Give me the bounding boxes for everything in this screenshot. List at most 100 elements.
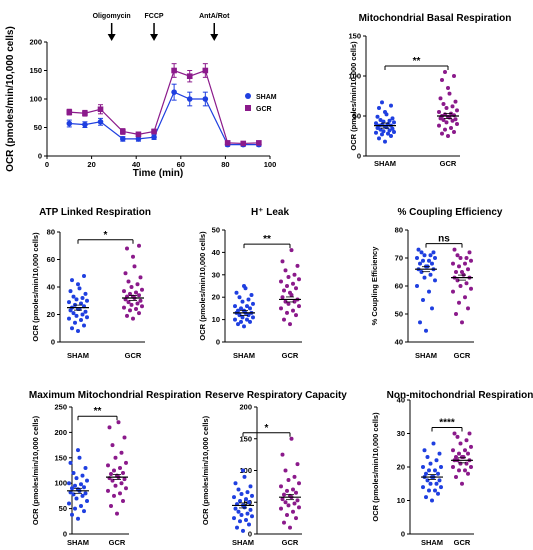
data-point-sham [234, 290, 239, 295]
category-label: GCR [125, 351, 142, 360]
data-point-gcr [441, 102, 446, 106]
data-point-sham [427, 488, 431, 493]
y-tick-label: 200 [54, 428, 67, 437]
data-point-gcr [449, 126, 453, 130]
data-point-sham [245, 304, 249, 309]
data-point-gcr [140, 304, 144, 309]
data-point-sham [242, 284, 246, 288]
data-point-sham [427, 468, 431, 473]
data-point-gcr [106, 488, 110, 493]
y-tick-label: 80 [47, 228, 55, 237]
data-point-gcr [455, 253, 460, 258]
data-point-gcr [443, 127, 447, 132]
data-point-sham [85, 478, 89, 483]
data-point-sham [418, 320, 422, 325]
chart-title: % Coupling Efficiency [397, 207, 502, 218]
data-point-gcr [113, 483, 118, 488]
data-point-gcr [283, 500, 288, 505]
y-tick-label: 30 [212, 270, 220, 279]
data-point-gcr [121, 471, 125, 476]
data-point-gcr [137, 311, 141, 316]
y-tick-label: 20 [212, 293, 220, 302]
injection-label: AntA/Rot [199, 13, 230, 20]
data-point-sham [427, 289, 431, 294]
data-point-sham [392, 130, 396, 134]
data-point-gcr [454, 475, 458, 480]
x-tick-label: 0 [45, 160, 49, 169]
data-point-sham [82, 323, 86, 328]
data-point-gcr [295, 462, 300, 467]
data-point-sham [383, 139, 387, 144]
y-tick-label: 0 [216, 338, 220, 347]
data-point-gcr [282, 288, 286, 293]
data-point-gcr [282, 317, 286, 322]
y-tick-label: 50 [212, 226, 220, 235]
y-tick-label: 0 [38, 152, 42, 161]
data-point-gcr [283, 268, 288, 273]
data-point-sham [380, 132, 384, 137]
y-axis-label: OCR (pmoles/min/10,000 cells) [371, 412, 380, 522]
injection-arrowhead [150, 34, 159, 41]
data-point-gcr [134, 307, 138, 311]
data-point-gcr [121, 498, 125, 503]
category-label: SHAM [232, 538, 254, 547]
data-point-sham [80, 296, 85, 300]
data-point-gcr [455, 434, 460, 439]
data-point-sham [242, 474, 247, 479]
data-point-gcr [120, 128, 126, 135]
data-point-sham [245, 490, 250, 495]
data-point-gcr [467, 431, 472, 436]
data-point-gcr [137, 293, 141, 298]
data-point-gcr [134, 290, 138, 295]
data-point-sham [232, 516, 236, 521]
category-label: GCR [282, 351, 299, 360]
data-point-gcr [112, 468, 116, 473]
data-point-gcr [118, 491, 122, 496]
data-point-gcr [240, 140, 247, 147]
y-tick-label: 10 [212, 315, 220, 324]
data-point-sham [415, 256, 419, 260]
data-point-sham [237, 295, 242, 300]
y-tick-label: 70 [395, 254, 403, 263]
data-point-gcr [286, 478, 291, 483]
data-point-sham [236, 308, 240, 313]
data-point-sham [238, 519, 242, 524]
significance-label: ** [263, 234, 271, 245]
data-point-gcr [292, 299, 297, 304]
y-tick-label: 50 [59, 504, 67, 513]
data-point-sham [79, 301, 83, 306]
data-point-gcr [463, 468, 467, 473]
data-point-gcr [292, 501, 297, 506]
legend-marker-gcr [245, 105, 251, 111]
data-point-gcr [109, 504, 113, 509]
data-point-gcr [443, 70, 447, 74]
y-tick-label: 150 [54, 453, 67, 462]
category-label: GCR [440, 159, 457, 168]
data-point-sham [71, 471, 76, 476]
data-point-gcr [282, 520, 286, 525]
data-point-gcr [455, 108, 459, 113]
injection-label: Oligomycin [93, 13, 131, 20]
data-point-gcr [460, 454, 464, 459]
data-point-gcr [289, 248, 294, 253]
data-point-sham [76, 282, 80, 287]
data-point-sham [73, 320, 77, 325]
data-point-sham [250, 514, 254, 519]
data-point-sham [68, 289, 73, 294]
category-label: SHAM [67, 351, 89, 360]
data-point-gcr [122, 477, 127, 482]
data-point-gcr [107, 425, 112, 430]
panel-maximum: Maximum Mitochondrial Respiration OCR (pm… [29, 390, 201, 547]
data-point-gcr [202, 67, 209, 74]
data-point-sham [73, 483, 77, 488]
significance-label: **** [439, 418, 455, 429]
data-point-sham [378, 127, 383, 132]
data-point-sham [380, 100, 384, 105]
data-point-sham [247, 522, 251, 527]
y-tick-label: 50 [353, 112, 361, 121]
data-point-sham [236, 322, 240, 327]
data-point-sham [387, 118, 392, 123]
data-point-gcr [297, 277, 301, 282]
data-point-sham [83, 465, 88, 470]
